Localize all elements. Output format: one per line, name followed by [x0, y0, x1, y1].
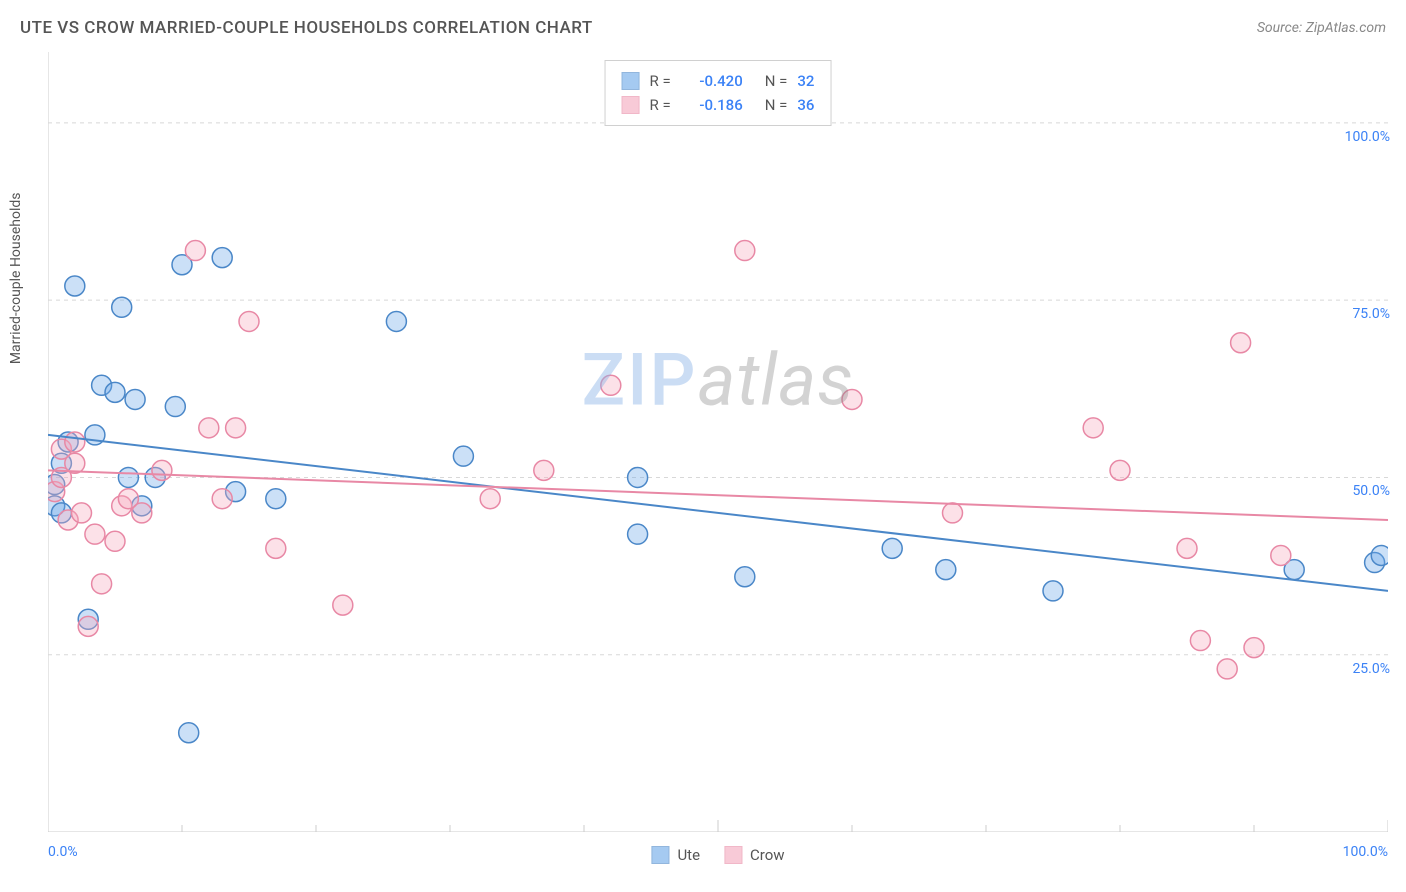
series-legend: Ute Crow [651, 846, 784, 864]
r-value: -0.420 [681, 69, 743, 93]
data-point [480, 489, 500, 509]
data-point [266, 489, 286, 509]
data-point [1043, 581, 1063, 601]
correlation-legend: R = -0.420 N = 32 R = -0.186 N = 36 [605, 60, 832, 126]
chart-source: Source: ZipAtlas.com [1257, 20, 1386, 36]
n-label: N = [765, 93, 788, 117]
data-point [842, 389, 862, 409]
data-point [936, 560, 956, 580]
r-label: R = [650, 69, 671, 93]
data-point [333, 595, 353, 615]
data-point [453, 446, 473, 466]
data-point [882, 538, 902, 558]
data-point [65, 276, 85, 296]
data-point [152, 460, 172, 480]
data-point [105, 531, 125, 551]
data-point [1110, 460, 1130, 480]
legend-swatch [622, 72, 640, 90]
chart-title: UTE VS CROW MARRIED-COUPLE HOUSEHOLDS CO… [20, 18, 593, 38]
y-tick-label: 100.0% [1345, 129, 1390, 145]
chart-header: UTE VS CROW MARRIED-COUPLE HOUSEHOLDS CO… [20, 18, 1386, 38]
data-point [735, 567, 755, 587]
x-tick-label: 100.0% [1343, 844, 1388, 860]
data-point [212, 489, 232, 509]
data-point [226, 418, 246, 438]
chart-container: Married-couple Households ZIPatlas R =-0… [48, 52, 1388, 832]
data-point [179, 723, 199, 743]
legend-series-label: Ute [677, 846, 700, 864]
data-point [199, 418, 219, 438]
y-tick-label: 75.0% [1352, 306, 1390, 322]
data-point [1177, 538, 1197, 558]
legend-series-item: Crow [724, 846, 785, 864]
data-point [212, 248, 232, 268]
y-tick-label: 25.0% [1352, 661, 1390, 677]
y-axis-label: Married-couple Households [8, 192, 24, 364]
data-point [1244, 638, 1264, 658]
legend-correlation-row: R = -0.420 N = 32 [622, 69, 815, 93]
n-value: 36 [797, 93, 814, 117]
legend-swatch [622, 96, 640, 114]
legend-swatch [651, 846, 669, 864]
legend-series-item: Ute [651, 846, 700, 864]
data-point [943, 503, 963, 523]
data-point [72, 503, 92, 523]
data-point [1271, 545, 1291, 565]
data-point [1217, 659, 1237, 679]
data-point [92, 574, 112, 594]
scatter-plot [48, 52, 1388, 832]
data-point [628, 467, 648, 487]
y-tick-label: 50.0% [1352, 483, 1390, 499]
data-point [534, 460, 554, 480]
data-point [1190, 631, 1210, 651]
data-point [266, 538, 286, 558]
legend-swatch [724, 846, 742, 864]
data-point [85, 524, 105, 544]
data-point [601, 375, 621, 395]
data-point [185, 241, 205, 261]
data-point [112, 297, 132, 317]
data-point [105, 382, 125, 402]
data-point [65, 432, 85, 452]
data-point [118, 467, 138, 487]
r-value: -0.186 [681, 93, 743, 117]
data-point [165, 397, 185, 417]
legend-series-label: Crow [750, 846, 785, 864]
n-label: N = [765, 69, 788, 93]
x-tick-label: 0.0% [48, 844, 78, 860]
legend-correlation-row: R = -0.186 N = 36 [622, 93, 815, 117]
data-point [132, 503, 152, 523]
data-point [735, 241, 755, 261]
data-point [1231, 333, 1251, 353]
r-label: R = [650, 93, 671, 117]
data-point [78, 616, 98, 636]
data-point [1371, 545, 1388, 565]
data-point [125, 389, 145, 409]
data-point [386, 311, 406, 331]
n-value: 32 [797, 69, 814, 93]
data-point [628, 524, 648, 544]
data-point [1083, 418, 1103, 438]
data-point [239, 311, 259, 331]
